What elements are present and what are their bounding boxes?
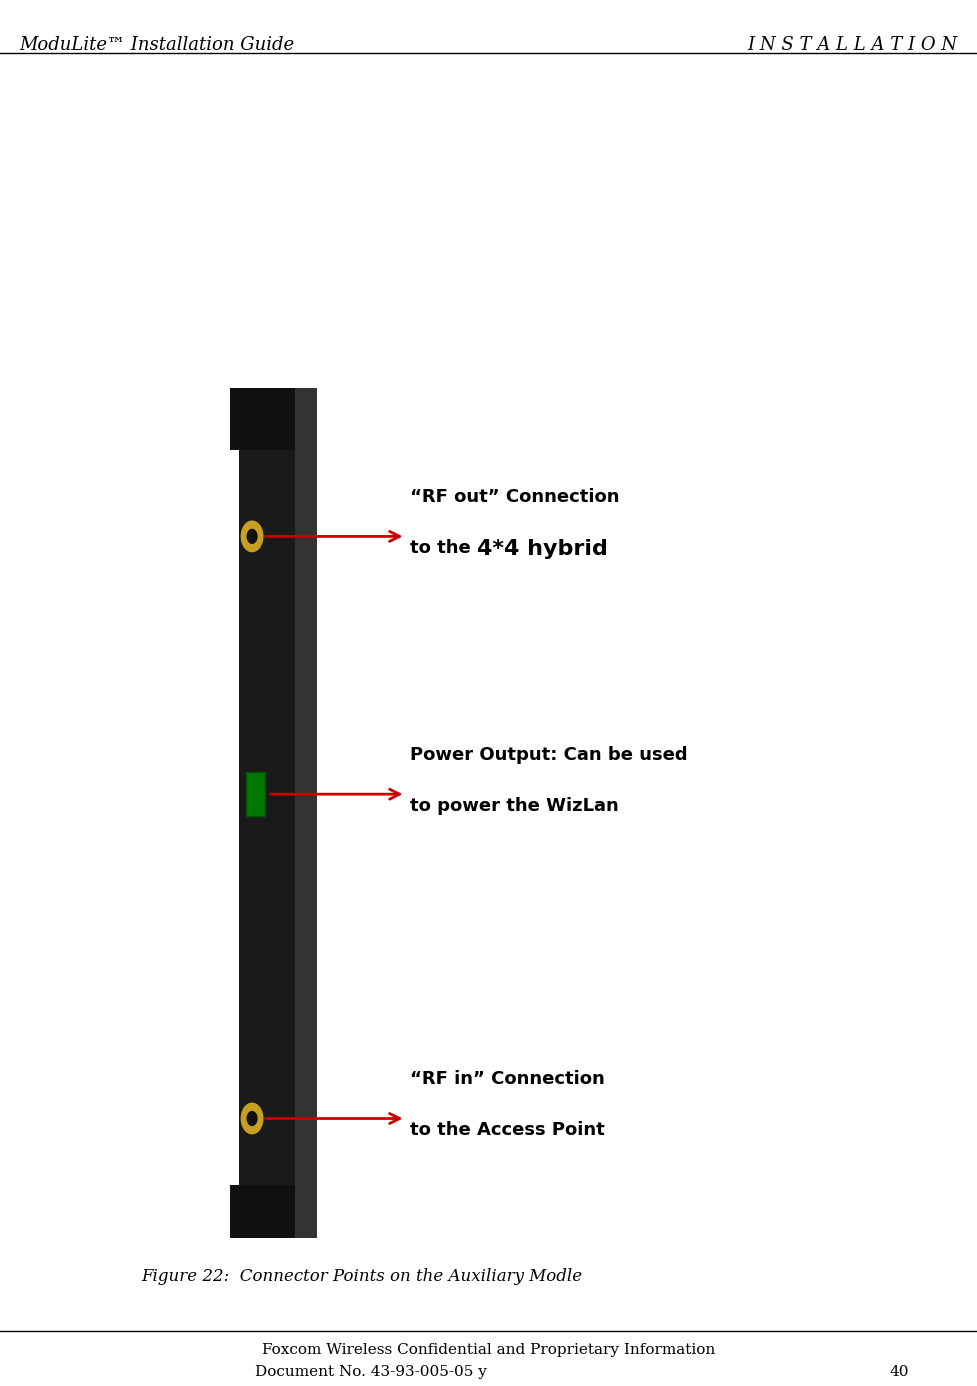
Text: to power the WizLan: to power the WizLan	[410, 797, 619, 815]
Circle shape	[247, 529, 257, 543]
Text: to the: to the	[410, 539, 478, 557]
Text: Figure 22:  Connector Points on the Auxiliary Modle: Figure 22: Connector Points on the Auxil…	[141, 1268, 582, 1285]
Text: 40: 40	[889, 1365, 909, 1379]
Bar	[230, 388, 309, 450]
Text: Document No. 43-93-005-05 y: Document No. 43-93-005-05 y	[255, 1365, 488, 1379]
Text: “RF out” Connection: “RF out” Connection	[410, 488, 619, 506]
Text: I N S T A L L A T I O N: I N S T A L L A T I O N	[747, 36, 957, 54]
Text: to the Access Point: to the Access Point	[410, 1121, 605, 1139]
Bar	[230, 1185, 309, 1238]
Bar	[295, 388, 317, 1238]
Text: Power Output: Can be used: Power Output: Can be used	[410, 746, 688, 764]
Text: 4*4 hybrid: 4*4 hybrid	[477, 539, 608, 559]
Text: “RF in” Connection: “RF in” Connection	[410, 1070, 605, 1088]
Text: ModuLite™ Installation Guide: ModuLite™ Installation Guide	[20, 36, 295, 54]
Circle shape	[241, 521, 263, 552]
Bar	[239, 430, 305, 1192]
Circle shape	[241, 1103, 263, 1134]
Bar	[246, 772, 265, 816]
Text: Foxcom Wireless Confidential and Proprietary Information: Foxcom Wireless Confidential and Proprie…	[262, 1343, 715, 1357]
Circle shape	[247, 1112, 257, 1125]
